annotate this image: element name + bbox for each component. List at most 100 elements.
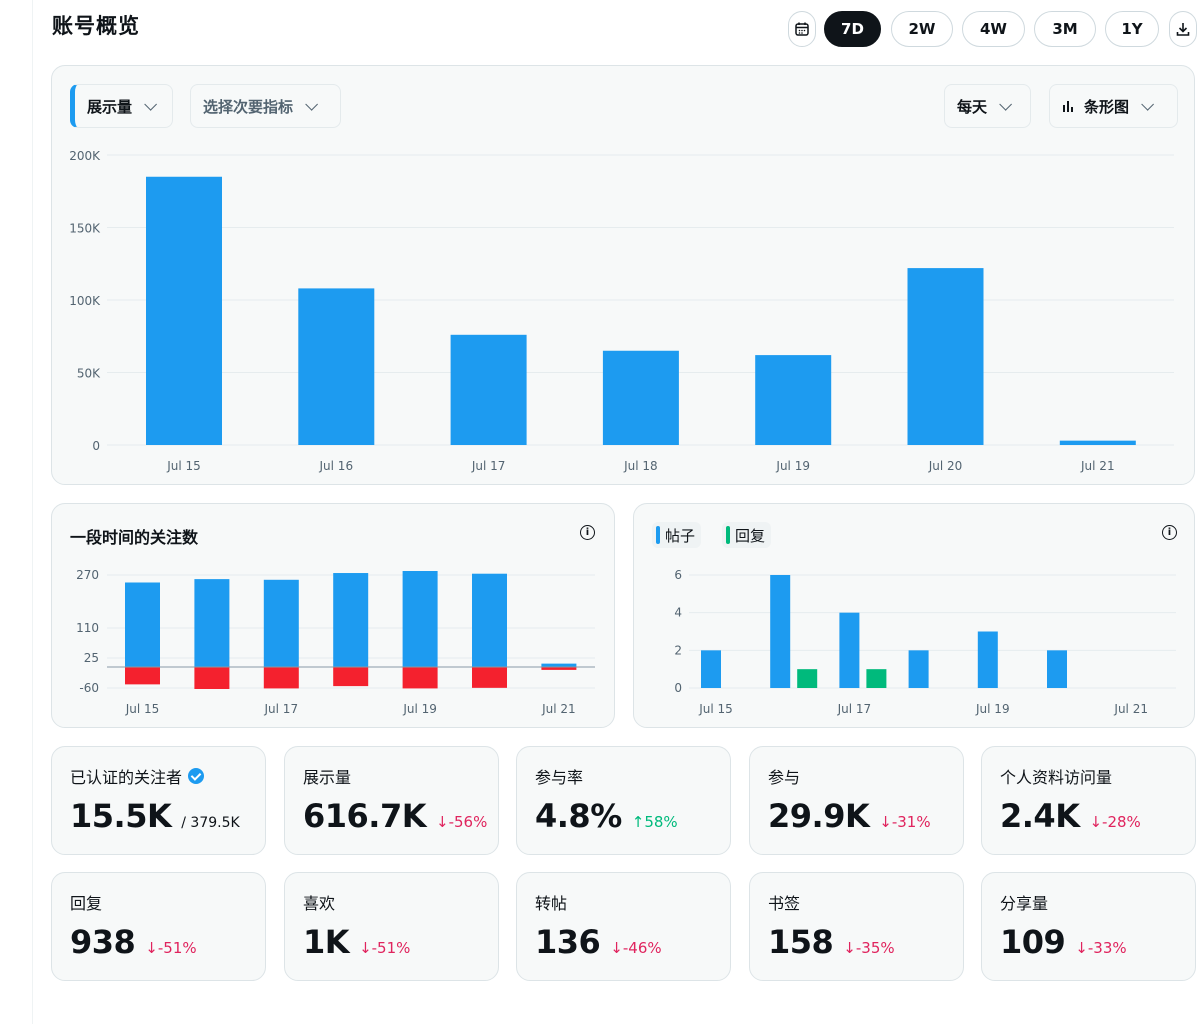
legend-posts-swatch	[656, 526, 660, 544]
y-tick-label: 25	[84, 651, 99, 665]
bar-gain	[194, 579, 230, 667]
x-tick-label: Jul 21	[541, 702, 576, 716]
x-tick-label: Jul 17	[837, 702, 872, 716]
page-title: 账号概览	[52, 14, 140, 38]
bar-posts	[839, 612, 860, 688]
y-tick-label: 6	[674, 568, 682, 582]
bar-loss	[194, 667, 230, 689]
range-1y-button[interactable]: 1Y	[1105, 11, 1159, 47]
y-tick-label: -60	[79, 681, 99, 695]
chart-type-label: 条形图	[1084, 97, 1130, 116]
stat-value: 158	[768, 923, 834, 961]
range-2w-button[interactable]: 2W	[891, 11, 953, 47]
stat-change: ↓-51%	[145, 939, 197, 957]
range-7d-button[interactable]: 7D	[824, 11, 881, 47]
bar	[1059, 440, 1136, 445]
legend-replies-label: 回复	[735, 526, 766, 545]
stat-card[interactable]: 个人资料访问量 2.4K ↓-28%	[981, 746, 1196, 855]
info-icon[interactable]: i	[1162, 525, 1177, 540]
stat-value: 29.9K	[768, 797, 870, 835]
y-tick-label: 200K	[69, 149, 101, 163]
stat-label: 个人资料访问量	[1000, 768, 1113, 787]
bar-gain	[333, 573, 369, 667]
posts-chart-card: 帖子 回复 i 0 2 4 6 Jul 15 Jul 17 Jul 19 Jul 21	[633, 503, 1195, 728]
bar-loss	[263, 667, 299, 689]
legend-posts-label: 帖子	[665, 526, 696, 545]
stat-value: 4.8%	[535, 797, 622, 835]
legend-posts[interactable]: 帖子	[652, 522, 702, 548]
download-icon	[1176, 23, 1190, 36]
y-tick-label: 0	[92, 439, 100, 453]
y-tick-label: 270	[76, 568, 99, 582]
verified-badge-icon	[188, 768, 205, 784]
stat-card[interactable]: 书签 158 ↓-35%	[749, 872, 964, 981]
y-tick-label: 150K	[69, 222, 101, 236]
bar	[602, 350, 679, 445]
stat-value-row: 2.4K ↓-28%	[1000, 797, 1141, 835]
stat-card[interactable]: 参与率 4.8% ↑58%	[516, 746, 731, 855]
bar-loss	[541, 667, 577, 670]
y-tick-label: 0	[674, 681, 682, 695]
stat-card[interactable]: 转帖 136 ↓-46%	[516, 872, 731, 981]
info-icon[interactable]: i	[580, 525, 595, 540]
stat-change: ↓-33%	[1075, 939, 1127, 957]
stat-value: 1K	[303, 923, 350, 961]
range-4w-button[interactable]: 4W	[962, 11, 1025, 47]
stat-card[interactable]: 分享量 109 ↓-33%	[981, 872, 1196, 981]
range-3m-button[interactable]: 3M	[1034, 11, 1096, 47]
stat-label: 回复	[70, 894, 103, 913]
x-tick-label: Jul 15	[125, 702, 160, 716]
stat-value: 136	[535, 923, 601, 961]
secondary-metric-dropdown[interactable]: 选择次要指标	[190, 84, 341, 128]
bar-posts	[1047, 650, 1067, 688]
bar-loss	[472, 667, 507, 688]
impressions-bar-chart: 0 50K 100K 150K 200K Jul 15 Jul 16 Jul 17 Jul 18…	[69, 149, 1174, 473]
stat-value-row: 109 ↓-33%	[1000, 923, 1127, 961]
download-button[interactable]	[1169, 11, 1197, 47]
stat-change: ↓-28%	[1089, 813, 1141, 831]
calendar-icon	[795, 22, 809, 36]
stat-value: 616.7K	[303, 797, 427, 835]
followers-bar-chart: 270 110 25 -60 Jul 15 Jul 17 Jul 19 Jul 21	[76, 568, 595, 716]
legend-replies[interactable]: 回复	[722, 522, 772, 548]
stat-value-row: 1K ↓-51%	[303, 923, 410, 961]
x-tick-label: Jul 21	[1080, 459, 1115, 473]
secondary-metric-label: 选择次要指标	[203, 97, 294, 116]
x-tick-label: Jul 19	[402, 702, 437, 716]
x-tick-label: Jul 15	[698, 702, 733, 716]
stat-card[interactable]: 喜欢 1K ↓-51%	[284, 872, 499, 981]
chart-type-dropdown[interactable]: 条形图	[1049, 84, 1178, 128]
stat-card[interactable]: 展示量 616.7K ↓-56%	[284, 746, 499, 855]
stat-card[interactable]: 参与 29.9K ↓-31%	[749, 746, 964, 855]
x-tick-label: Jul 17	[264, 702, 299, 716]
stat-value-row: 938 ↓-51%	[70, 923, 197, 961]
y-tick-label: 100K	[69, 294, 101, 308]
y-tick-label: 110	[76, 621, 99, 635]
stat-value-row: 158 ↓-35%	[768, 923, 895, 961]
bar-loss	[125, 667, 160, 685]
bar-loss	[402, 667, 438, 689]
y-tick-label: 2	[674, 643, 682, 657]
stat-value-row: 29.9K ↓-31%	[768, 797, 931, 835]
bar-posts	[977, 631, 998, 688]
interval-label: 每天	[957, 97, 988, 116]
primary-metric-dropdown[interactable]: 展示量	[70, 84, 173, 128]
bar-replies	[797, 669, 818, 688]
followers-chart-title: 一段时间的关注数	[70, 528, 199, 547]
stat-value: 2.4K	[1000, 797, 1080, 835]
stat-change: ↓-51%	[359, 939, 411, 957]
stat-card[interactable]: 已认证的关注者 15.5K / 379.5K	[51, 746, 266, 855]
y-tick-label: 4	[674, 606, 682, 620]
stat-label: 书签	[768, 894, 801, 913]
calendar-button[interactable]	[788, 11, 816, 47]
primary-metric-label: 展示量	[87, 97, 133, 116]
interval-dropdown[interactable]: 每天	[944, 84, 1031, 128]
bar-gain	[125, 582, 160, 667]
stat-card[interactable]: 回复 938 ↓-51%	[51, 872, 266, 981]
stat-total: / 379.5K	[181, 815, 240, 831]
bar-gain	[263, 579, 299, 667]
x-tick-label: Jul 16	[319, 459, 354, 473]
bar-gain	[541, 663, 577, 667]
bar-posts	[770, 575, 791, 688]
bar-gain	[472, 573, 507, 667]
